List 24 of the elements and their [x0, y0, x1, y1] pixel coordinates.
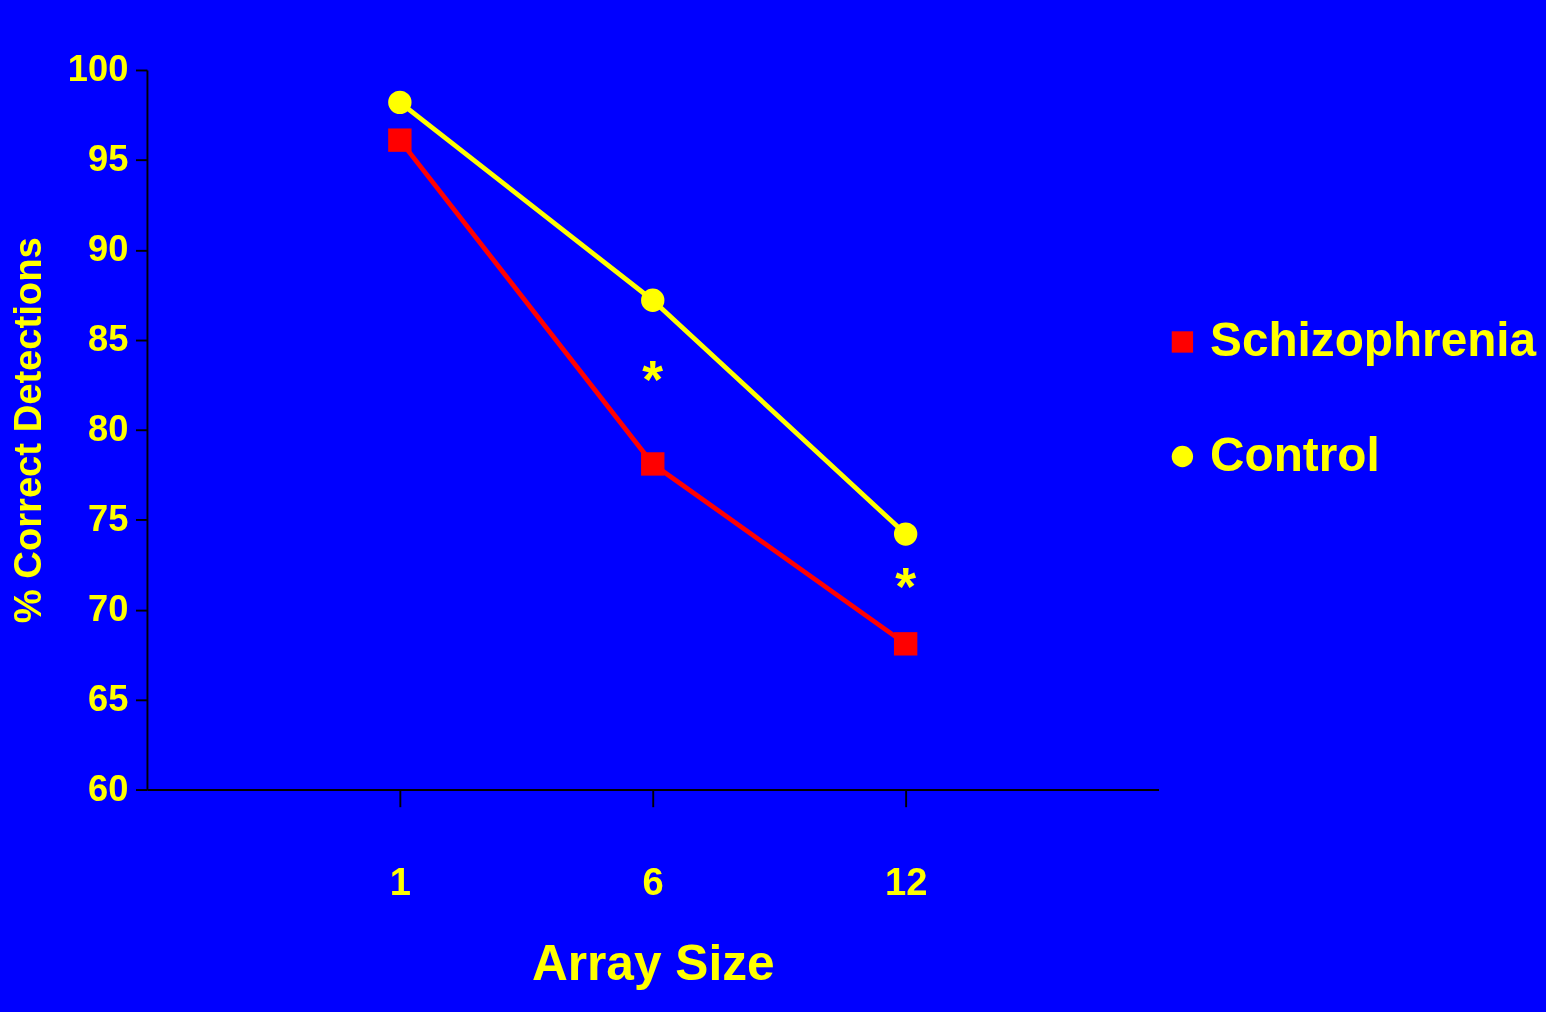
y-tick-label: 70 [88, 587, 129, 629]
point [893, 632, 918, 656]
y-tick-label: 95 [88, 137, 129, 179]
y-tick-label: 65 [88, 677, 129, 719]
legend-label: Control [1210, 427, 1380, 481]
annotation: * [895, 557, 917, 617]
point [388, 90, 412, 115]
y-tick-label: 60 [88, 767, 129, 809]
point [641, 288, 665, 312]
x-tick-label: 6 [642, 860, 664, 903]
annotation: * [642, 350, 664, 410]
x-axis-title: Array Size [531, 934, 775, 991]
point [641, 452, 665, 476]
y-tick-label: 85 [88, 317, 129, 359]
point [893, 522, 918, 546]
y-axis-title: % Correct Detections [6, 237, 50, 624]
y-tick-label: 80 [88, 407, 129, 449]
x-tick-label: 1 [389, 860, 411, 903]
legend-label: Schizophrenia [1210, 313, 1537, 367]
y-tick-label: 90 [88, 227, 129, 269]
point [388, 128, 412, 152]
y-tick-label: 100 [67, 47, 129, 89]
x-tick-label: 12 [884, 860, 928, 903]
y-tick-label: 75 [88, 497, 129, 539]
